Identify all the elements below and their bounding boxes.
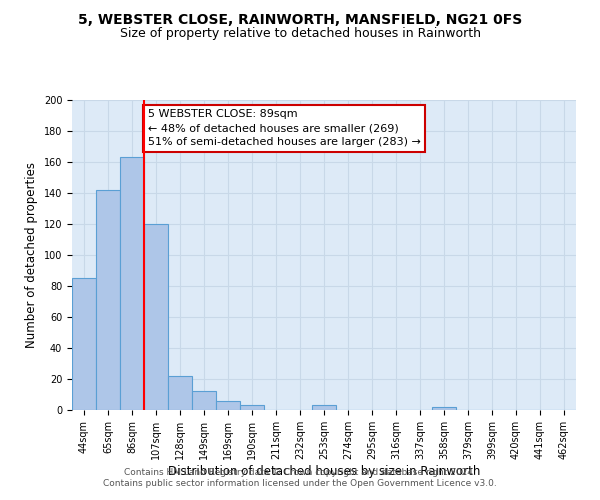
X-axis label: Distribution of detached houses by size in Rainworth: Distribution of detached houses by size … [168,464,480,477]
Bar [168,376,192,410]
Text: Size of property relative to detached houses in Rainworth: Size of property relative to detached ho… [119,28,481,40]
Text: 5 WEBSTER CLOSE: 89sqm
← 48% of detached houses are smaller (269)
51% of semi-de: 5 WEBSTER CLOSE: 89sqm ← 48% of detached… [148,110,421,148]
Text: Contains HM Land Registry data © Crown copyright and database right 2024.
Contai: Contains HM Land Registry data © Crown c… [103,468,497,487]
Bar [216,400,240,410]
Y-axis label: Number of detached properties: Number of detached properties [25,162,38,348]
Bar [144,224,168,410]
Bar [120,158,144,410]
Bar [192,392,216,410]
Bar [240,406,264,410]
Bar [312,406,336,410]
Bar [72,278,96,410]
Bar [96,190,120,410]
Text: 5, WEBSTER CLOSE, RAINWORTH, MANSFIELD, NG21 0FS: 5, WEBSTER CLOSE, RAINWORTH, MANSFIELD, … [78,12,522,26]
Bar [432,407,456,410]
